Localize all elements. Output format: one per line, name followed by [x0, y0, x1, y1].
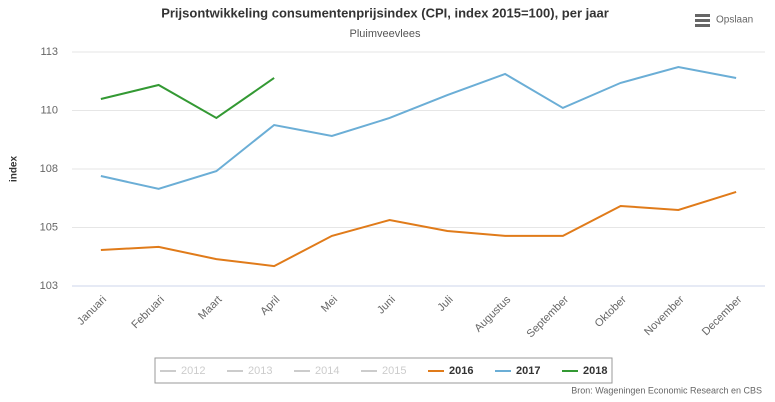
- y-tick-label: 105: [40, 221, 58, 233]
- legend-label[interactable]: 2017: [516, 365, 540, 377]
- series-line: [100, 77, 275, 120]
- legend-label[interactable]: 2012: [181, 365, 205, 377]
- x-tick-label: November: [642, 293, 687, 338]
- series-line: [100, 190, 737, 268]
- x-tick-label: Maart: [196, 294, 224, 322]
- x-tick-label: December: [700, 293, 745, 338]
- y-axis-label: index: [9, 156, 20, 183]
- series-line: [100, 65, 737, 190]
- legend-label[interactable]: 2016: [449, 365, 473, 377]
- x-tick-label: Januari: [75, 294, 109, 328]
- x-tick-label: Juni: [375, 294, 398, 317]
- x-tick-label: April: [258, 294, 282, 318]
- menu-icon: [695, 19, 710, 22]
- y-tick-label: 108: [40, 163, 58, 175]
- menu-button[interactable]: Opslaan: [695, 14, 753, 27]
- chart-title: Prijsontwikkeling consumentenprijsindex …: [161, 5, 609, 20]
- y-tick-label: 103: [40, 280, 58, 292]
- x-tick-label: September: [525, 293, 572, 340]
- x-tick-label: Juli: [435, 294, 455, 314]
- x-tick-label: Februari: [129, 294, 166, 331]
- source: Bron: Wageningen Economic Research en CB…: [571, 385, 762, 395]
- legend-label[interactable]: 2013: [248, 365, 272, 377]
- x-tick-label: Mei: [319, 294, 340, 315]
- menu-icon: [695, 14, 710, 17]
- legend-label[interactable]: 2014: [315, 365, 339, 377]
- y-tick-label: 110: [40, 104, 58, 116]
- menu-icon: [695, 24, 710, 27]
- x-tick-label: Augustus: [472, 293, 513, 334]
- chart-subtitle: Pluimveevlees: [350, 28, 421, 40]
- legend-label[interactable]: 2015: [382, 365, 406, 377]
- legend-label[interactable]: 2018: [583, 365, 607, 377]
- y-tick-label: 113: [40, 46, 58, 58]
- x-tick-label: Oktober: [593, 293, 629, 329]
- menu-label[interactable]: Opslaan: [716, 15, 753, 26]
